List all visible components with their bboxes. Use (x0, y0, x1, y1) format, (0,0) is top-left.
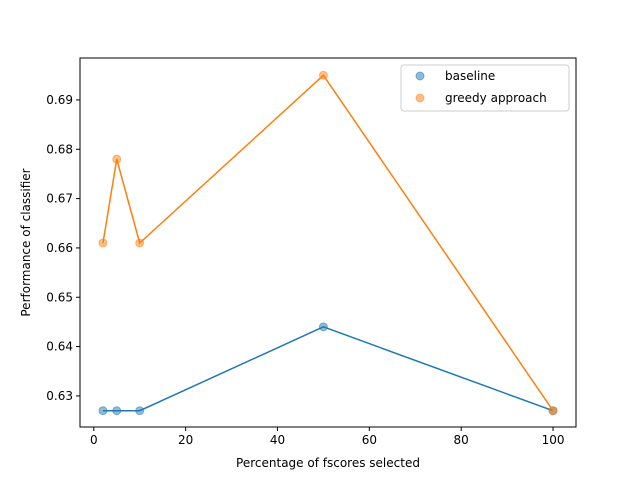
legend-label: greedy approach (445, 91, 547, 105)
legend-box (400, 64, 570, 112)
data-point (548, 406, 558, 416)
plot-frame (79, 57, 577, 428)
x-axis-label: Percentage of fscores selected (236, 456, 420, 470)
y-tick-label: 0.69 (46, 93, 73, 107)
data-point (112, 406, 122, 416)
data-point (135, 406, 145, 416)
y-tick-label: 0.64 (46, 340, 73, 354)
legend-label: baseline (445, 69, 495, 83)
x-tick-label: 40 (270, 433, 285, 447)
y-tick-label: 0.67 (46, 192, 73, 206)
y-tick-label: 0.63 (46, 389, 73, 403)
data-point (318, 70, 328, 80)
data-point (135, 238, 145, 248)
series-layer (98, 70, 558, 416)
legend-marker (415, 71, 425, 81)
x-tick-label: 60 (362, 433, 377, 447)
data-point (98, 406, 108, 416)
y-axis: 0.63 0.64 0.65 0.66 0.67 0.68 0.69 (46, 93, 80, 403)
data-point (112, 154, 122, 164)
legend-marker (415, 93, 425, 103)
y-tick-label: 0.66 (46, 241, 73, 255)
y-tick-label: 0.65 (46, 290, 73, 304)
legend: baseline greedy approach (400, 64, 570, 112)
y-axis-label: Performance of classifier (19, 168, 33, 316)
series-1 (98, 70, 558, 416)
x-tick-label: 20 (178, 433, 193, 447)
data-point (98, 238, 108, 248)
data-point (318, 322, 328, 332)
y-tick-label: 0.68 (46, 142, 73, 156)
x-tick-label: 80 (454, 433, 469, 447)
x-tick-label: 100 (542, 433, 565, 447)
x-axis: 0 20 40 60 80 100 (90, 427, 565, 447)
x-tick-label: 0 (90, 433, 98, 447)
